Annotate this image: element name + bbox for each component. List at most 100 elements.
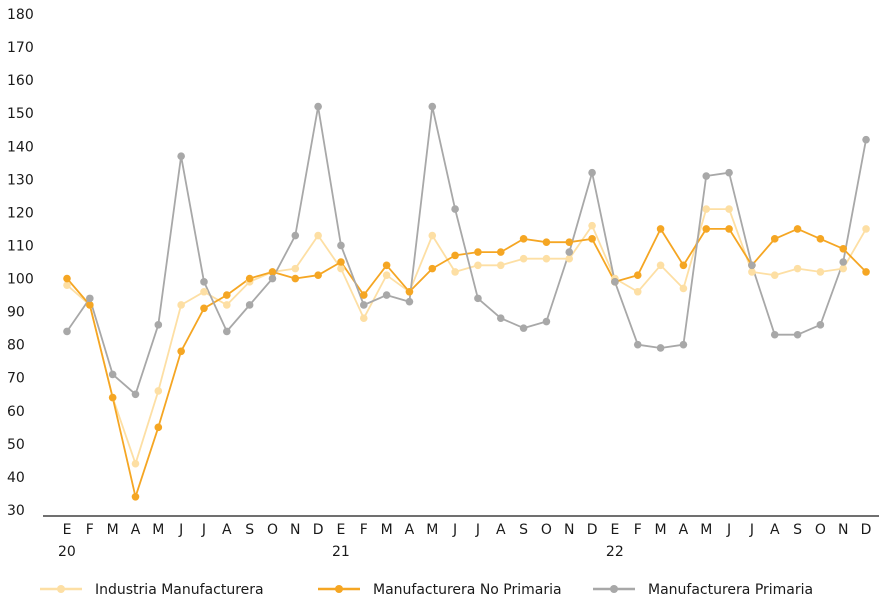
- data-point: [337, 258, 345, 266]
- data-point: [86, 301, 94, 309]
- data-point: [131, 492, 140, 501]
- x-tick-label: E: [63, 522, 72, 538]
- data-point: [245, 301, 254, 309]
- data-point: [405, 287, 414, 296]
- x-tick-label: O: [541, 522, 552, 538]
- series-points: [63, 102, 870, 501]
- data-point: [131, 390, 140, 399]
- y-tick-label: 180: [7, 7, 34, 23]
- data-point: [816, 268, 825, 276]
- data-point: [519, 324, 528, 332]
- data-point: [63, 281, 71, 289]
- data-point: [656, 261, 665, 270]
- data-point: [816, 321, 825, 329]
- data-point: [314, 271, 322, 280]
- data-point: [656, 344, 665, 352]
- x-tick-label: A: [405, 522, 415, 538]
- x-axis: E F M A M J J A S O N D E F M A M J J A S O N D E F M A M J J A S O N D20 21…: [43, 515, 879, 560]
- data-point: [177, 347, 185, 356]
- y-tick-label: 50: [7, 437, 25, 453]
- data-point: [633, 340, 642, 349]
- x-tick-label: O: [815, 522, 826, 538]
- data-point: [793, 264, 802, 273]
- x-tick-label: A: [496, 522, 506, 538]
- data-point: [200, 287, 208, 296]
- x-tick-label: F: [86, 522, 94, 538]
- x-tick-label: M: [655, 522, 667, 538]
- data-point: [154, 321, 163, 329]
- data-point: [633, 271, 642, 280]
- data-point: [816, 235, 825, 243]
- data-point: [451, 251, 459, 260]
- x-tick-label: M: [381, 522, 393, 538]
- x-tick-label: A: [770, 522, 780, 538]
- data-point: [656, 225, 665, 233]
- data-point: [588, 168, 596, 177]
- x-tick-label: A: [679, 522, 689, 538]
- data-point: [474, 248, 482, 256]
- data-point: [770, 271, 779, 280]
- data-point: [63, 327, 71, 336]
- data-point: [223, 291, 231, 299]
- data-point: [291, 231, 300, 240]
- data-point: [793, 225, 802, 233]
- data-point: [108, 393, 117, 402]
- y-tick-label: 90: [7, 305, 25, 321]
- data-point: [382, 291, 391, 299]
- data-point: [496, 248, 505, 256]
- data-point: [451, 268, 459, 276]
- data-point: [725, 225, 733, 233]
- data-point: [154, 387, 163, 395]
- x-tick-label: J: [452, 522, 457, 538]
- x-tick-label: J: [726, 522, 731, 538]
- legend-label: Manufacturera No Primaria: [373, 582, 562, 598]
- data-point: [679, 284, 688, 293]
- data-point: [428, 264, 437, 273]
- x-tick-label: N: [838, 522, 848, 538]
- series-line: [66, 105, 867, 396]
- y-tick-label: 100: [7, 272, 34, 288]
- x-tick-label: F: [634, 522, 642, 538]
- data-point: [314, 231, 322, 240]
- data-point: [839, 244, 848, 253]
- data-point: [177, 152, 185, 160]
- legend-label: Industria Manufacturera: [95, 582, 264, 598]
- data-point: [108, 370, 117, 379]
- series-lines: [66, 105, 867, 498]
- data-point: [542, 238, 551, 246]
- data-point: [291, 264, 300, 273]
- data-point: [131, 459, 140, 468]
- x-tick-label: M: [700, 522, 712, 538]
- y-tick-label: 80: [7, 338, 25, 354]
- data-point: [337, 241, 345, 250]
- x-tick-label: S: [519, 522, 528, 538]
- x-tick-label: N: [290, 522, 300, 538]
- data-point: [337, 264, 345, 273]
- x-year-label: 22: [606, 544, 624, 560]
- data-point: [725, 205, 733, 213]
- x-tick-label: D: [313, 522, 324, 538]
- x-tick-label: D: [861, 522, 872, 538]
- data-point: [542, 317, 551, 326]
- data-point: [748, 268, 756, 276]
- data-point: [154, 423, 163, 432]
- data-point: [770, 330, 779, 339]
- x-tick-label: J: [475, 522, 480, 538]
- data-point: [839, 264, 848, 273]
- x-tick-label: N: [564, 522, 574, 538]
- y-axis: 30 40 50 60 70 80 90 100 110 120 130 140 150 160 170 18…: [7, 7, 34, 519]
- data-point: [496, 314, 505, 323]
- x-year-label: 20: [58, 544, 76, 560]
- data-point: [702, 225, 711, 233]
- data-point: [451, 205, 459, 213]
- legend-swatch-marker: [57, 585, 65, 593]
- data-point: [839, 258, 848, 266]
- data-point: [588, 235, 596, 243]
- legend-swatch-marker: [610, 585, 618, 593]
- y-tick-label: 130: [7, 172, 34, 188]
- legend-label: Manufacturera Primaria: [648, 582, 813, 598]
- series-line: [66, 208, 867, 465]
- x-tick-label: S: [793, 522, 802, 538]
- data-point: [268, 274, 277, 283]
- y-tick-label: 60: [7, 404, 25, 420]
